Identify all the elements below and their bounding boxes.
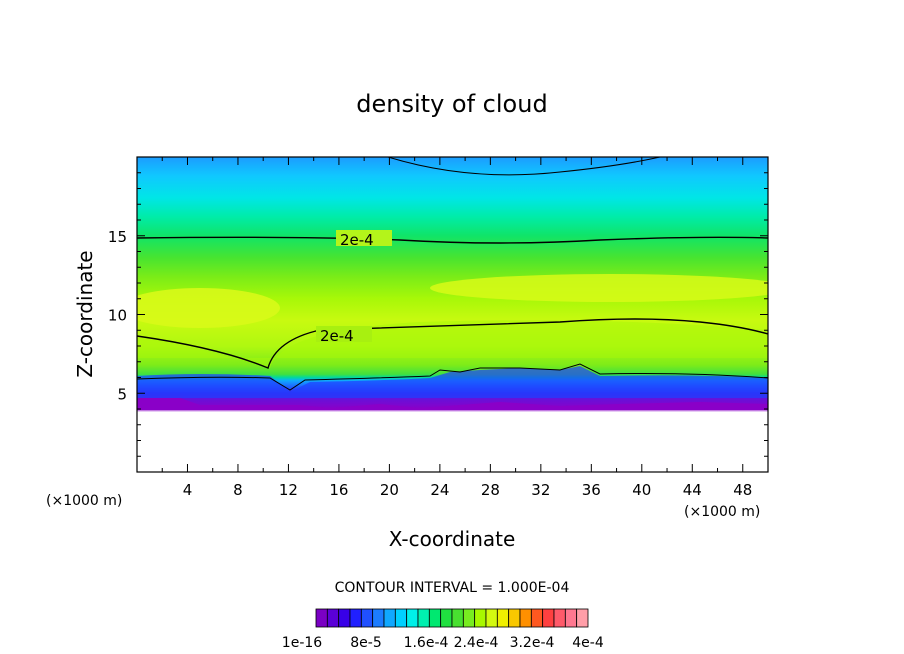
colorbar-swatch — [326, 608, 340, 628]
colorbar-swatch — [474, 608, 487, 628]
contour-interval-text: CONTOUR INTERVAL = 1.000E-04 — [335, 580, 570, 596]
colorbar-label: 1.6e-4 — [404, 635, 449, 651]
colorbar-labels: 1e-16 8e-5 1.6e-4 2.4e-4 3.2e-4 4e-4 — [282, 635, 604, 651]
cloud-base-purple — [137, 398, 768, 410]
colorbar-swatch — [417, 608, 430, 628]
colorbar-swatch — [508, 608, 521, 628]
x-tick-label: 28 — [481, 481, 500, 499]
colorbar-swatch — [542, 608, 555, 628]
colorbar-swatch — [440, 608, 453, 628]
y-tick-label: 10 — [108, 307, 127, 325]
cloud-base-blue — [137, 366, 768, 398]
y-tick-label: 5 — [117, 385, 127, 403]
colorbar-swatch — [338, 608, 351, 628]
colorbar-swatch — [315, 608, 328, 628]
x-tick-label: 44 — [683, 481, 702, 499]
x-axis-ticks: 4 8 12 16 20 24 28 32 36 40 44 48 — [161, 157, 752, 499]
x-axis-label: X-coordinate — [389, 527, 516, 551]
colorbar-swatch — [372, 608, 385, 628]
contour-label-bg-1 — [336, 230, 392, 246]
x-tick-label: 24 — [430, 481, 449, 499]
x-tick-label: 48 — [733, 481, 752, 499]
colorbar-swatch — [485, 608, 498, 628]
colorbar-swatch — [519, 608, 532, 628]
x-tick-label: 4 — [183, 481, 193, 499]
x-tick-label: 16 — [329, 481, 348, 499]
colorbar-label: 1e-16 — [282, 635, 322, 651]
mid-band — [137, 320, 768, 368]
contour-label-bg-2 — [316, 326, 372, 342]
max-yellow-region-left — [137, 288, 280, 328]
x-tick-label: 36 — [582, 481, 601, 499]
colorbar-swatch — [360, 608, 374, 628]
y-axis-label: Z-coordinate — [73, 250, 97, 377]
contour-line-top — [387, 157, 661, 176]
x-tick-label: 8 — [233, 481, 243, 499]
x-tick-label: 20 — [380, 481, 399, 499]
colorbar-label: 2.4e-4 — [454, 635, 499, 651]
colorbar-label: 4e-4 — [572, 635, 604, 651]
x-unit-label-left: (×1000 m) — [46, 493, 122, 509]
y-axis-ticks: 5 10 15 — [108, 172, 768, 457]
contour-line-upper — [137, 236, 768, 244]
x-unit-label-right: (×1000 m) — [684, 504, 760, 520]
x-tick-label: 32 — [531, 481, 550, 499]
colorbar-swatch — [406, 608, 419, 628]
plot-field — [137, 157, 768, 472]
colorbar-swatch — [428, 608, 442, 628]
colorbar-swatch — [553, 608, 566, 628]
contour-label-lower: 2e-4 — [320, 327, 354, 345]
colorbar — [315, 608, 589, 628]
colorbar-swatch — [576, 608, 589, 628]
colorbar-swatch — [462, 608, 476, 628]
colorbar-swatch — [530, 608, 544, 628]
max-yellow-region-right — [430, 274, 768, 302]
x-tick-label: 12 — [279, 481, 298, 499]
y-tick-label: 15 — [108, 228, 127, 246]
contour-line-base — [137, 363, 768, 391]
colorbar-swatch — [383, 608, 396, 628]
contour-line-lower — [137, 318, 768, 369]
contour-label-upper: 2e-4 — [340, 231, 374, 249]
colorbar-swatch — [451, 608, 464, 628]
chart-title: density of cloud — [356, 90, 547, 118]
colorbar-label: 3.2e-4 — [510, 635, 555, 651]
x-tick-label: 40 — [632, 481, 651, 499]
colorbar-swatch — [394, 608, 408, 628]
colorbar-swatch — [349, 608, 362, 628]
colorbar-label: 8e-5 — [350, 635, 381, 651]
colorbar-swatch — [496, 608, 510, 628]
colorbar-swatch — [564, 608, 578, 628]
